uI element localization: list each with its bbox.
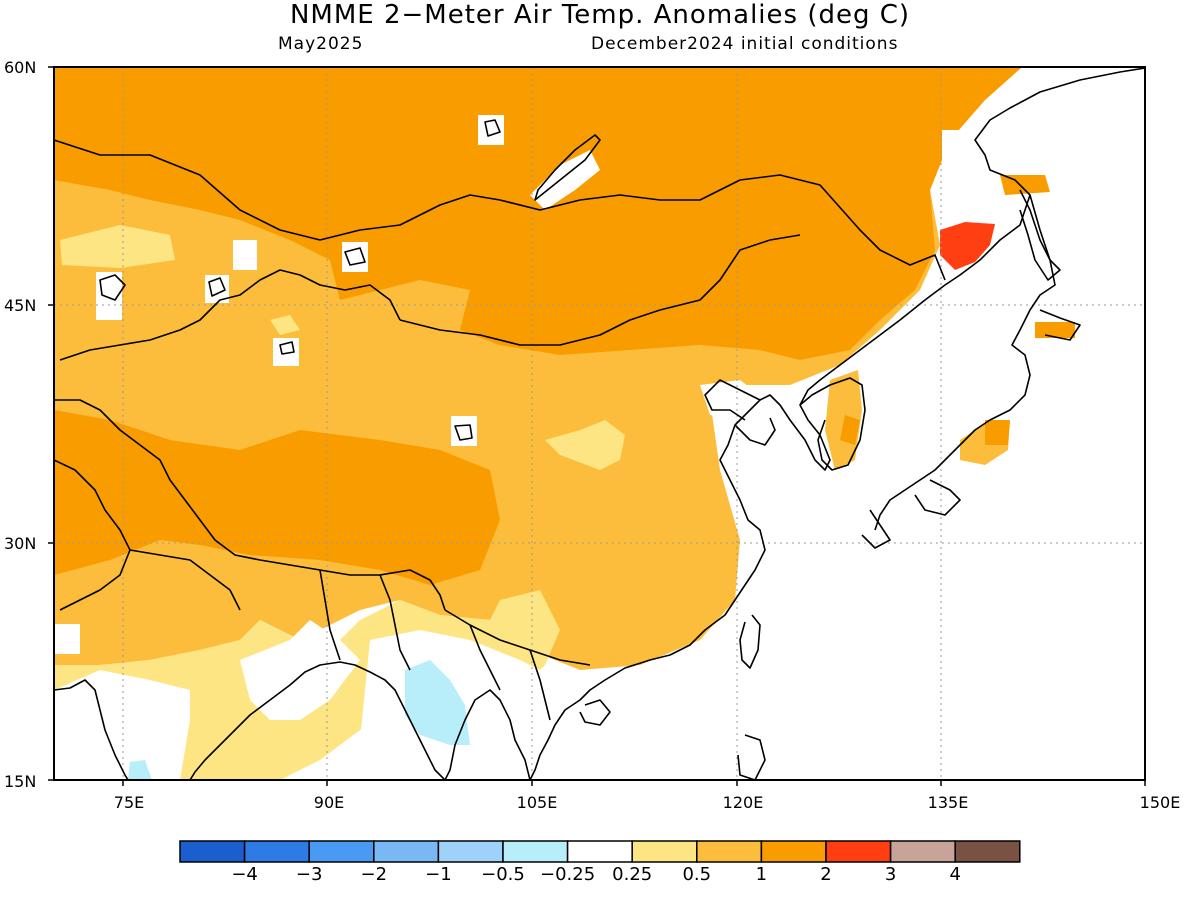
colorbar-tick-label: −1: [425, 864, 452, 885]
colorbar-tick-label: 3: [884, 864, 897, 885]
colorbar-swatch: [631, 840, 698, 863]
anomaly-field: [54, 67, 1145, 780]
colorbar-tick-label: −3: [295, 864, 323, 885]
coastlines-and-borders: [54, 67, 1145, 780]
warm-anomaly-tibet: [54, 410, 500, 585]
lon-label-120e: 120E: [722, 793, 764, 812]
map-frame: [53, 66, 1146, 781]
lon-label-105e: 105E: [516, 793, 558, 812]
colorbar-swatch: [243, 840, 310, 863]
axis-ticks: [48, 66, 1146, 786]
colorbar-tick-label: 0.25: [612, 864, 653, 885]
colorbar-swatch: [437, 840, 504, 863]
colorbar-swatch: [825, 840, 892, 863]
lat-label-60n: 60N: [4, 58, 37, 77]
colorbar-tick-label: 1: [755, 864, 768, 885]
lon-label-135e: 135E: [927, 793, 969, 812]
colorbar-swatch: [308, 840, 375, 863]
colorbar-swatch: [179, 840, 246, 863]
colorbar-tick-label: −4: [231, 864, 258, 885]
colorbar-tick-label: −0.5: [481, 864, 525, 885]
colorbar-swatch: [889, 840, 956, 863]
colorbar-swatch: [954, 840, 1021, 863]
graticule: [54, 67, 1145, 780]
colorbar-swatch: [760, 840, 827, 863]
forecast-month: May2025: [278, 34, 364, 54]
colorbar-tick-label: −2: [360, 864, 388, 885]
cool-anomaly-myanmar: [405, 660, 470, 745]
colorbar-tick-label: −0.25: [540, 864, 596, 885]
strong-warm-anomaly: [940, 222, 995, 270]
colorbar-tick-label: 2: [820, 864, 832, 885]
lon-label-150e: 150E: [1139, 793, 1181, 812]
lon-label-90e: 90E: [313, 793, 345, 812]
lat-label-45n: 45N: [4, 296, 37, 315]
initial-conditions: December2024 initial conditions: [591, 34, 899, 54]
lat-label-30n: 30N: [4, 534, 37, 553]
colorbar-swatch: [566, 840, 633, 863]
colorbar-swatch: [502, 840, 569, 863]
lat-label-15n: 15N: [4, 772, 37, 791]
colorbar-swatch: [373, 840, 440, 863]
map-title: NMME 2−Meter Air Temp. Anomalies (deg C): [289, 0, 911, 30]
colorbar-tick-label: 4: [949, 864, 961, 885]
colorbar-swatch: [696, 840, 763, 863]
colorbar-tick-label: 0.5: [682, 864, 712, 885]
warm-anomaly-north: [54, 67, 1022, 360]
colorbar: [179, 840, 1021, 863]
lon-label-75e: 75E: [113, 793, 145, 812]
